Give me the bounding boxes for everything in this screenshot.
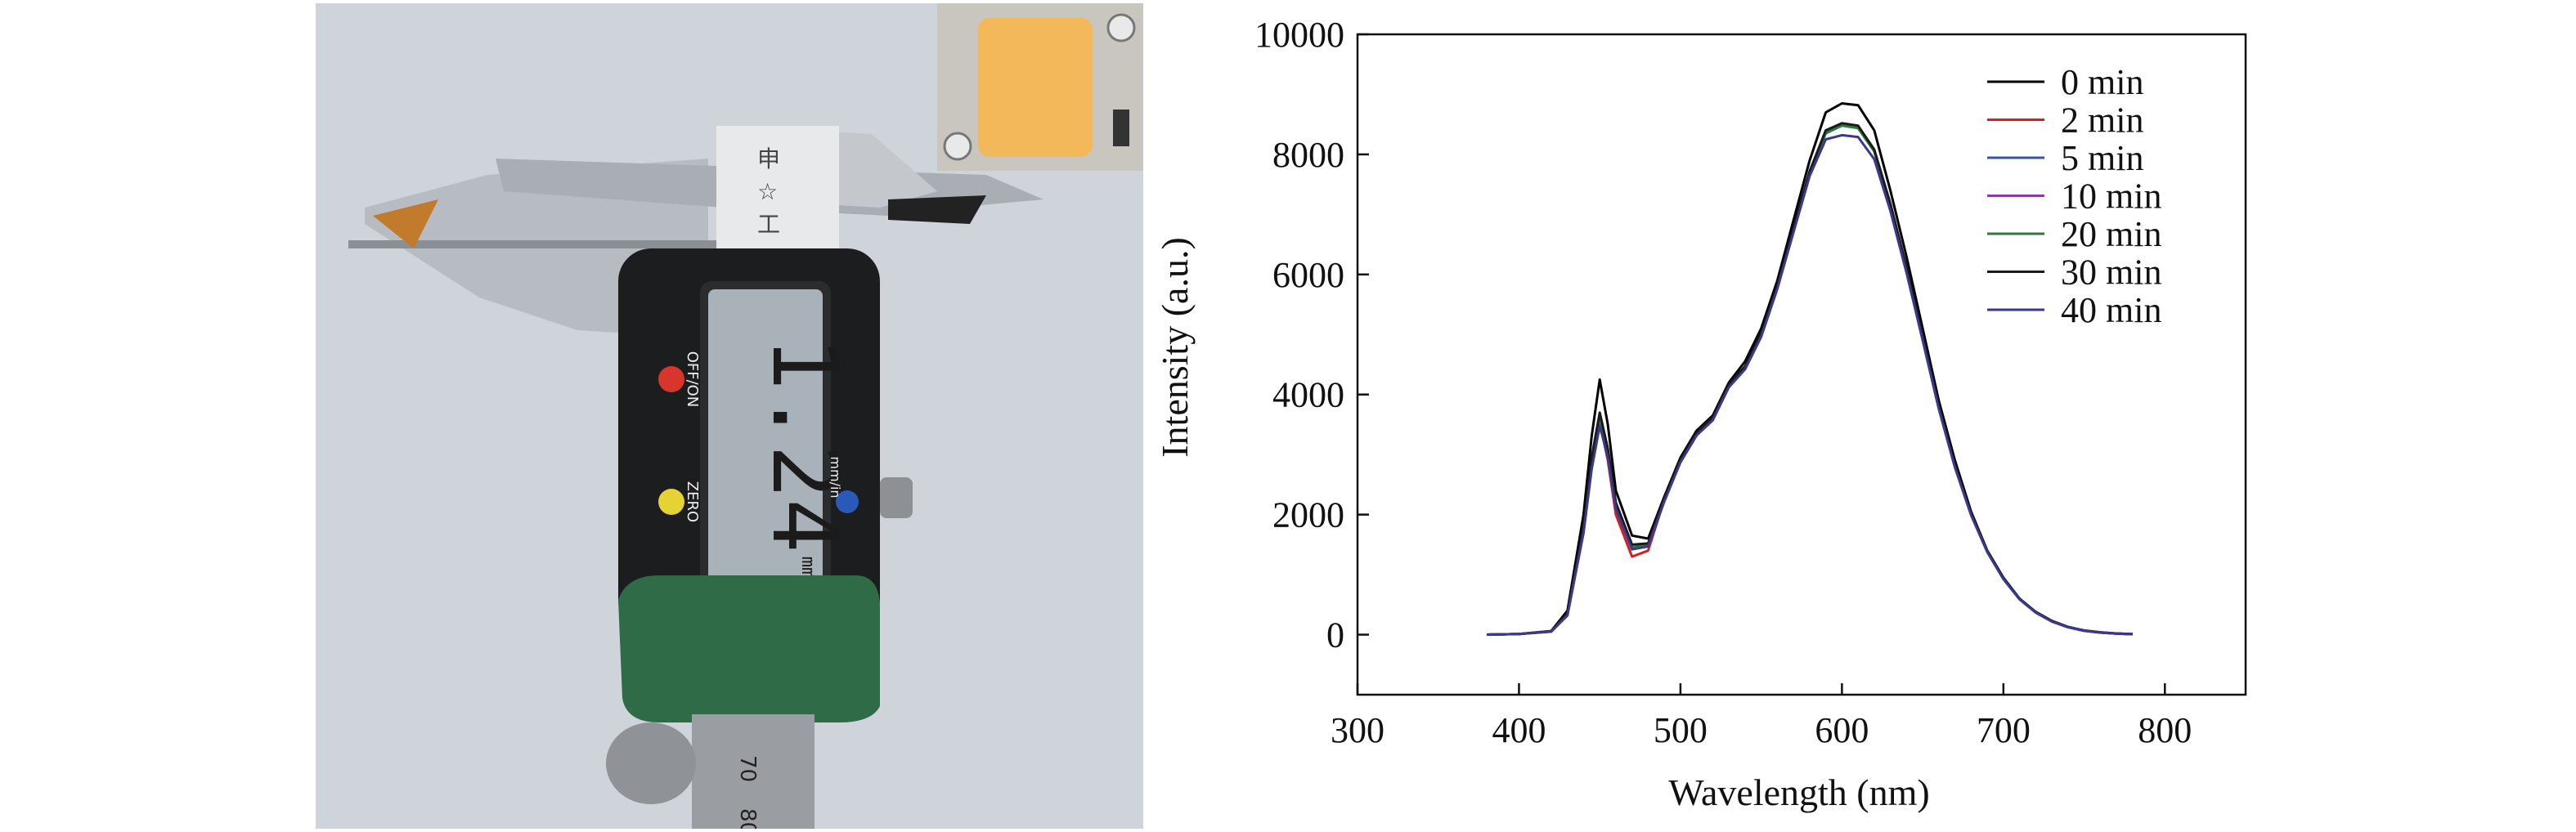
y-tick-label: 4000 (1272, 375, 1344, 415)
y-tick-label: 6000 (1272, 255, 1344, 295)
series-line-0-min (1486, 102, 2133, 636)
svg-text:工: 工 (757, 211, 780, 238)
caliper-unit: mm (797, 557, 818, 579)
y-tick-label: 2000 (1272, 495, 1344, 535)
x-axis-title: Wavelength (nm) (1668, 772, 1929, 813)
x-tick-label: 300 (1331, 710, 1384, 750)
green-tape (618, 575, 880, 722)
series-group (1486, 102, 2133, 636)
legend-label: 20 min (2061, 214, 2161, 254)
y-tick-label: 8000 (1272, 135, 1344, 175)
x-tick-label: 600 (1815, 710, 1869, 750)
unit-button-icon (836, 490, 859, 513)
series-line-30-min (1486, 122, 2133, 636)
on-off-button-icon (658, 366, 684, 392)
caliper-scale (692, 714, 815, 829)
y-tick-label: 0 (1326, 615, 1344, 655)
series-line-5-min (1486, 124, 2133, 636)
legend-label: 30 min (2061, 253, 2161, 293)
caliper-body: 1.24 mm OFF/ON ZERO mm/in (618, 248, 913, 633)
thumb-wheel-icon (880, 477, 913, 518)
depth-knob-icon (606, 722, 696, 804)
series-line-20-min (1486, 124, 2133, 636)
caliper-reading: 1.24 (752, 337, 857, 553)
x-tick-label: 800 (2138, 710, 2192, 750)
on-off-label: OFF/ON (684, 351, 701, 408)
legend-label: 0 min (2061, 62, 2143, 102)
x-tick-label: 500 (1654, 710, 1708, 750)
series-line-40-min (1486, 133, 2133, 636)
legend-label: 40 min (2061, 290, 2161, 330)
x-tick-label: 700 (1977, 710, 2031, 750)
caliper-photo: 申 ☆ 工 1.24 mm OFF/ON ZERO mm/in 70 80 (316, 3, 1143, 829)
svg-text:申: 申 (757, 145, 780, 172)
x-tick-label: 400 (1492, 710, 1546, 750)
lcd-screen (708, 289, 823, 584)
svg-text:☆: ☆ (757, 178, 778, 205)
legend-label: 2 min (2061, 101, 2143, 141)
scale-mark-80: 80 (735, 808, 760, 829)
spectrum-chart: 300 400 500 600 700 8000200040006000800010000… (1154, 15, 2247, 813)
series-line-10-min (1486, 123, 2133, 636)
plot-frame (1356, 33, 2247, 696)
y-axis-title: Intensity (a.u.) (1154, 237, 1196, 458)
unit-label: mm/in (828, 456, 843, 498)
led-chip-inset (937, 3, 1143, 171)
y-tick-label: 10000 (1254, 15, 1344, 55)
scale-mark-70: 70 (735, 755, 760, 782)
zero-button-icon (658, 489, 684, 515)
legend-label: 5 min (2061, 138, 2143, 178)
series-line-2-min (1486, 123, 2133, 636)
legend-label: 10 min (2061, 177, 2161, 217)
zero-label: ZERO (684, 481, 701, 522)
